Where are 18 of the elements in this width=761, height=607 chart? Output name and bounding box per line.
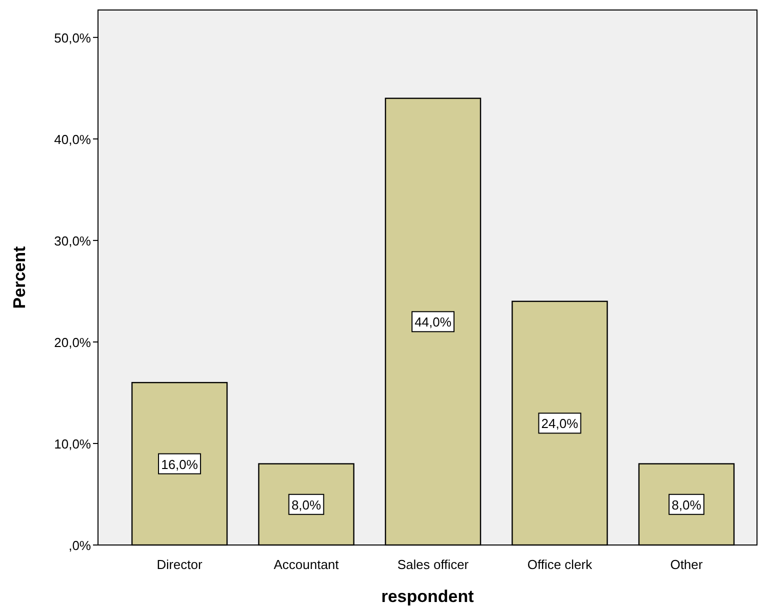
- x-axis-title: respondent: [381, 587, 474, 606]
- data-label: 24,0%: [541, 416, 579, 432]
- data-label: 16,0%: [161, 456, 198, 472]
- y-tick-label: 10,0%: [54, 436, 92, 452]
- y-tick-label: 20,0%: [54, 334, 92, 350]
- y-tick-label: ,0%: [68, 538, 92, 553]
- x-tick-label: Other: [670, 557, 704, 572]
- data-label: 44,0%: [414, 314, 452, 330]
- x-tick-label: Accountant: [274, 557, 340, 572]
- y-axis-title: Percent: [10, 246, 29, 309]
- y-tick-label: 50,0%: [54, 30, 92, 46]
- x-tick-label: Director: [156, 557, 203, 572]
- x-tick-label: Office clerk: [527, 557, 593, 572]
- y-tick-label: 40,0%: [54, 132, 92, 147]
- data-label: 8,0%: [672, 497, 702, 512]
- x-tick-label: Sales officer: [397, 557, 470, 572]
- y-tick-label: 30,0%: [54, 233, 92, 248]
- data-label: 8,0%: [291, 497, 322, 512]
